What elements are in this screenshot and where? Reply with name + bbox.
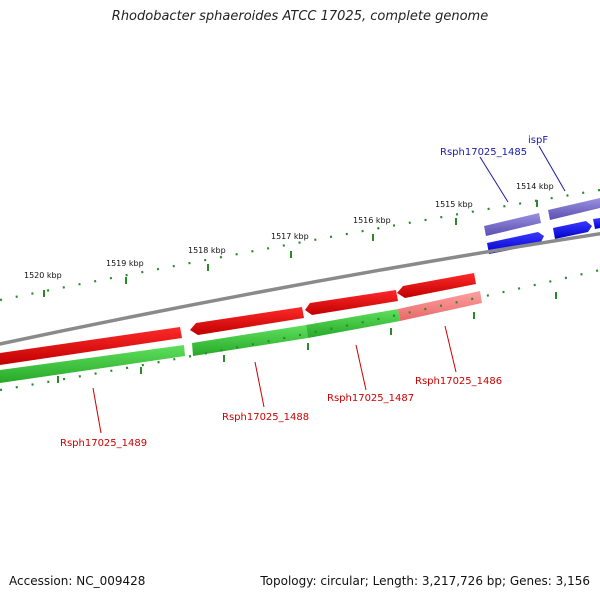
kbp-label-1514: 1514 kbp	[516, 182, 554, 191]
leader-rsph1488	[254, 361, 265, 408]
gene-rsph1487	[305, 290, 398, 315]
genome-summary-text: Topology: circular; Length: 3,217,726 bp…	[260, 574, 590, 588]
inner-major-ticks	[57, 292, 557, 383]
cds-rsph1485	[484, 213, 541, 236]
gene-next	[593, 218, 600, 229]
gene-label-rsph1488: Rsph17025_1488	[222, 412, 309, 423]
gene-label-ispF: ispF	[528, 135, 548, 146]
genome-backbone	[0, 232, 600, 346]
accession-text: Accession: NC_009428	[9, 574, 146, 588]
cds-rsph1488	[192, 325, 308, 356]
inner-ruler-dots	[0, 268, 600, 392]
kbp-label-1516: 1516 kbp	[353, 216, 391, 225]
cds-ispF	[548, 198, 600, 220]
kbp-label-1520: 1520 kbp	[24, 271, 62, 280]
forward-strand-features	[484, 198, 600, 254]
leader-rsph1489	[92, 387, 102, 434]
leader-rsph1486	[444, 325, 457, 373]
gene-label-rsph1489: Rsph17025_1489	[60, 438, 147, 449]
gene-rsph1488	[190, 307, 304, 335]
gene-rsph1489	[0, 327, 182, 365]
cds-rsph1489	[0, 345, 185, 383]
cds-rsph1487	[306, 309, 400, 338]
reverse-cds	[0, 291, 482, 383]
leader-rsph1485	[479, 156, 509, 203]
gene-rsph1486	[397, 273, 476, 298]
kbp-label-1515: 1515 kbp	[435, 200, 473, 209]
leader-rsph1487	[355, 344, 367, 391]
reverse-genes	[0, 273, 476, 365]
gene-label-rsph1486: Rsph17025_1486	[415, 376, 502, 387]
kbp-label-1519: 1519 kbp	[106, 259, 144, 268]
outer-major-ticks	[43, 200, 538, 297]
kbp-label-1517: 1517 kbp	[271, 232, 309, 241]
map-title: Rhodobacter sphaeroides ATCC 17025, comp…	[111, 9, 489, 24]
cds-rsph1486	[398, 291, 482, 321]
gene-label-rsph1487: Rsph17025_1487	[327, 393, 414, 404]
leader-lines	[92, 145, 566, 434]
gene-label-rsph1485: Rsph17025_1485	[440, 147, 527, 158]
leader-ispF	[538, 145, 566, 192]
gene-ispF	[553, 221, 592, 239]
kbp-label-1518: 1518 kbp	[188, 246, 226, 255]
outer-ruler-dots	[0, 188, 600, 302]
